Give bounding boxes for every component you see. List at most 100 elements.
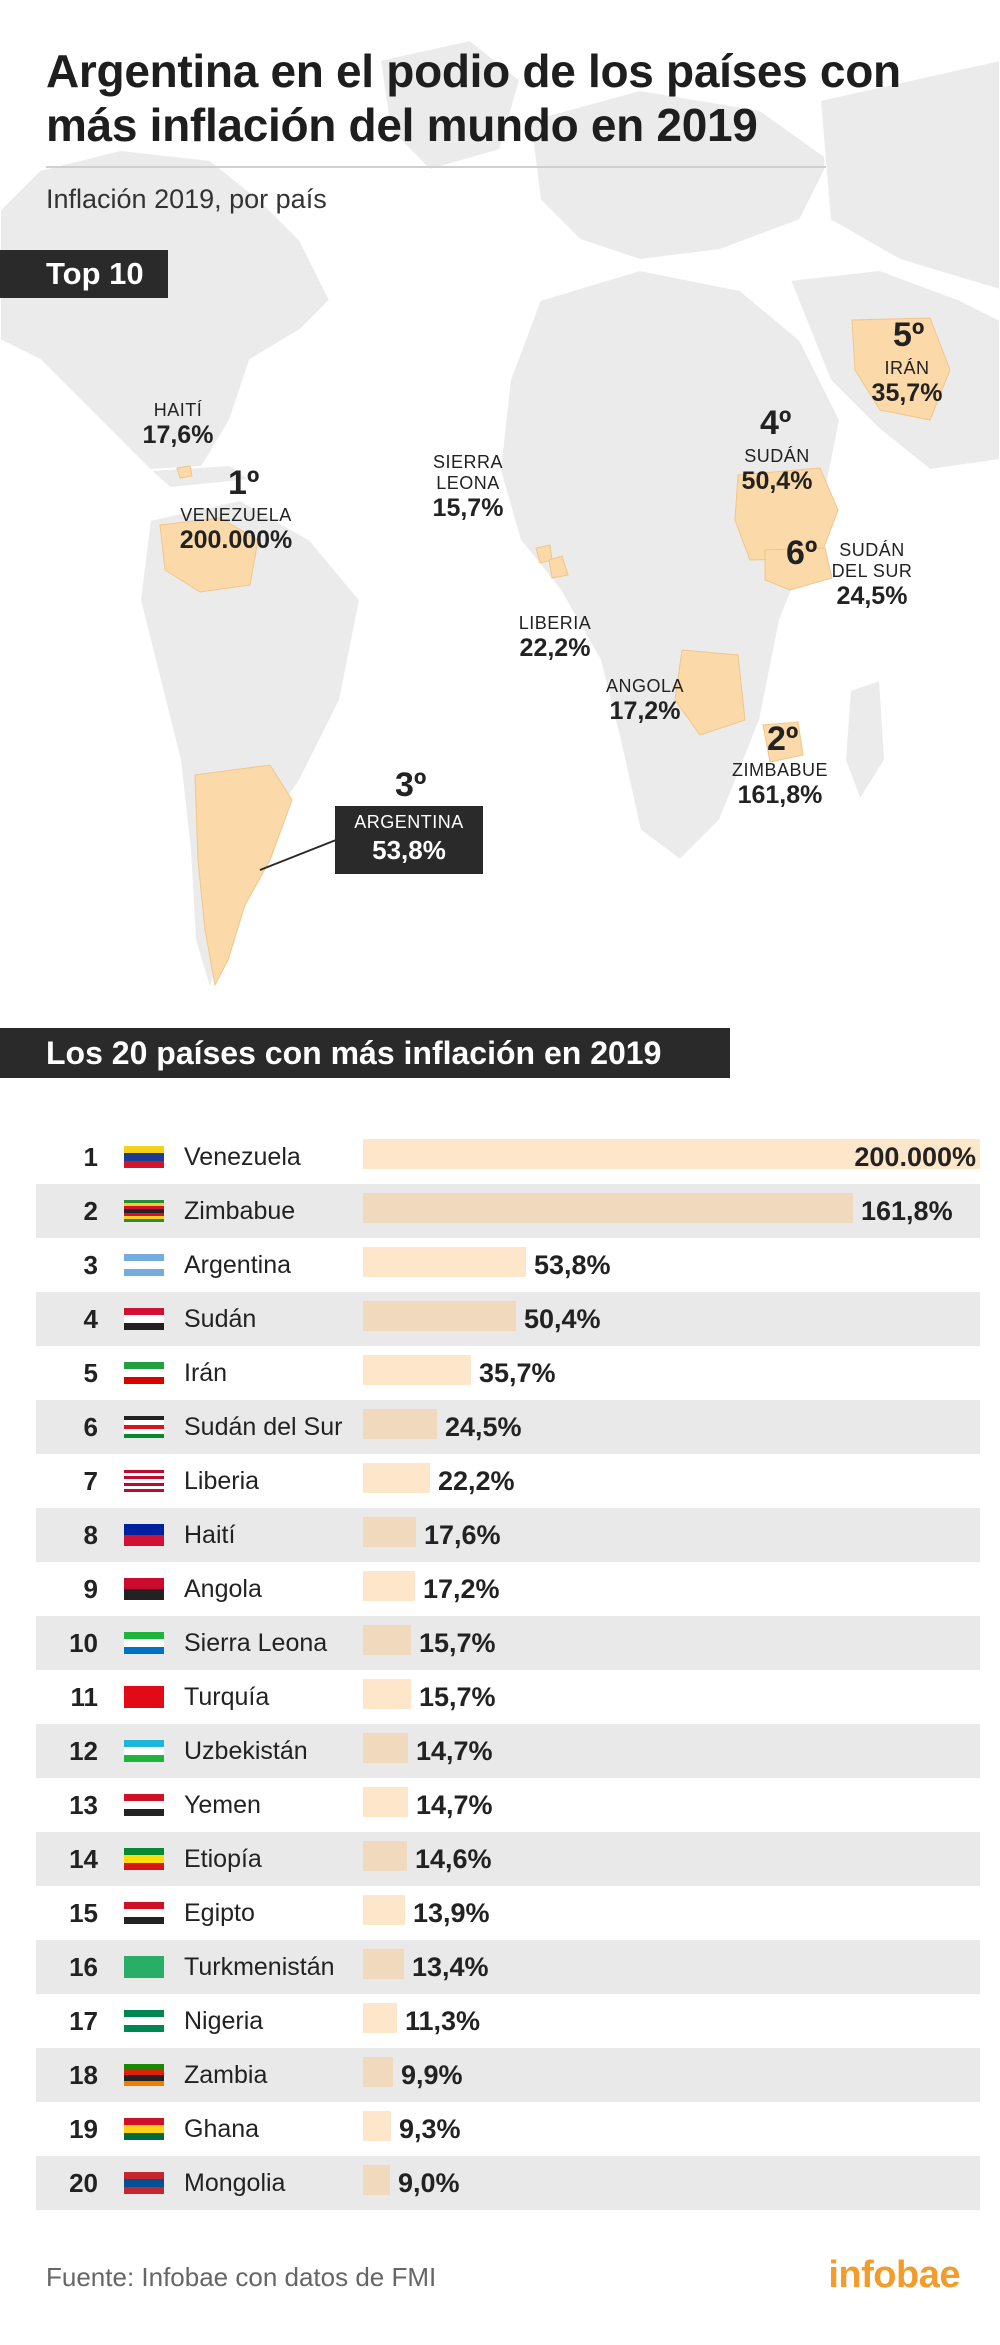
- map-label-country: IRÁN: [884, 358, 930, 378]
- table-row: 18 Zambia 9,9%: [36, 2048, 980, 2102]
- row-rank: 19: [69, 2113, 98, 2144]
- table-row: 8 Haití 17,6%: [36, 1508, 980, 1562]
- map-rank-sudan-sur: 6º: [786, 534, 818, 572]
- map-label-venezuela: VENEZUELA 200.000%: [166, 505, 306, 555]
- bar-value-label: 9,9%: [401, 2060, 463, 2090]
- bar-area: 11,3%: [363, 1994, 980, 2048]
- map-label-angola: ANGOLA 17,2%: [595, 676, 695, 726]
- map-rank-venezuela: 1º: [228, 464, 260, 502]
- bar-value-label: 200.000%: [854, 1142, 976, 1172]
- bar: [363, 1409, 437, 1439]
- row-country: Turkmenistán: [184, 1952, 335, 1981]
- table-row: 7 Liberia 22,2%: [36, 1454, 980, 1508]
- bar-area: 14,7%: [363, 1724, 980, 1778]
- map-label-country: SUDÁN: [839, 540, 905, 560]
- table-row: 5 Irán 35,7%: [36, 1346, 980, 1400]
- haiti-flag-icon: [124, 1524, 164, 1546]
- bar: [363, 1679, 411, 1709]
- bar: [363, 1571, 415, 1601]
- ghana-flag-icon: [124, 2118, 164, 2140]
- row-country: Sudán: [184, 1304, 257, 1333]
- map-label-country: ARGENTINA: [354, 812, 464, 832]
- row-country: Uzbekistán: [184, 1736, 308, 1765]
- row-rank: 20: [69, 2167, 98, 2198]
- bar-value-label: 11,3%: [405, 2006, 481, 2036]
- row-country: Sierra Leona: [184, 1628, 328, 1657]
- bar-area: 24,5%: [363, 1400, 980, 1454]
- greenland-shape: [378, 38, 522, 172]
- map-label-value: 50,4%: [741, 467, 813, 495]
- row-country: Turquía: [184, 1682, 270, 1711]
- north-america-shape: [0, 148, 332, 482]
- bar-area: 15,7%: [363, 1670, 980, 1724]
- row-rank: 17: [69, 2005, 98, 2036]
- iran-flag-icon: [124, 1362, 164, 1384]
- map-label-country: ZIMBABUE: [731, 760, 828, 780]
- liberia-flag-icon: [124, 1470, 164, 1492]
- map-label-country: DEL SUR: [831, 561, 913, 581]
- table-row: 13 Yemen 14,7%: [36, 1778, 980, 1832]
- table-row: 14 Etiopía 14,6%: [36, 1832, 980, 1886]
- map-label-value: 17,6%: [142, 421, 214, 449]
- table-row: 11 Turquía 15,7%: [36, 1670, 980, 1724]
- row-country: Angola: [184, 1574, 262, 1603]
- bar-value-label: 50,4%: [524, 1304, 601, 1334]
- map-label-country: SUDÁN: [744, 446, 810, 466]
- bar-area: 22,2%: [363, 1454, 980, 1508]
- row-country: Yemen: [184, 1790, 261, 1819]
- madagascar-shape: [843, 678, 887, 803]
- asia-shape: [818, 58, 1000, 292]
- list-tag: Los 20 países con más inflación en 2019: [0, 1028, 730, 1078]
- row-rank: 18: [69, 2059, 98, 2090]
- bar-area: 14,6%: [363, 1832, 980, 1886]
- bar-value-label: 13,4%: [412, 1952, 489, 1982]
- bar-value-label: 24,5%: [445, 1412, 522, 1442]
- bar-value-label: 14,7%: [416, 1790, 493, 1820]
- row-country: Etiopía: [184, 1844, 262, 1873]
- map-label-value: 24,5%: [836, 582, 908, 610]
- bar-value-label: 15,7%: [419, 1628, 496, 1658]
- map-label-country: LIBERIA: [518, 613, 592, 633]
- row-country: Mongolia: [184, 2168, 286, 2197]
- bar-value-label: 161,8%: [861, 1196, 953, 1226]
- table-row: 2 Zimbabue 161,8%: [36, 1184, 980, 1238]
- caribbean-shape: [147, 463, 253, 490]
- row-country: Ghana: [184, 2114, 260, 2143]
- map-label-argentina: ARGENTINA 53,8%: [335, 806, 483, 874]
- bar: [363, 1247, 526, 1277]
- map-label-sierra-leona: SIERRA LEONA 15,7%: [418, 452, 518, 523]
- map-label-sudan-sur: SUDÁN DEL SUR 24,5%: [822, 540, 922, 611]
- bar: [363, 1463, 430, 1493]
- bar-area: 161,8%: [363, 1184, 980, 1238]
- map-label-value: 22,2%: [519, 634, 591, 662]
- row-country: Liberia: [184, 1466, 260, 1495]
- row-country: Egipto: [184, 1898, 255, 1927]
- bar: [363, 1733, 408, 1763]
- venezuela-shape: [159, 517, 259, 593]
- bar: [363, 1517, 416, 1547]
- row-country: Irán: [184, 1358, 228, 1387]
- bar: [363, 2165, 390, 2195]
- venezuela-flag-icon: [124, 1146, 164, 1168]
- map-label-sudan: SUDÁN 50,4%: [727, 446, 827, 496]
- bar-value-label: 9,0%: [398, 2168, 460, 2198]
- row-rank: 3: [83, 1249, 98, 1280]
- table-row: 17 Nigeria 11,3%: [36, 1994, 980, 2048]
- bar-value-label: 13,9%: [413, 1898, 490, 1928]
- bar-value-label: 14,6%: [415, 1844, 492, 1874]
- turkmenistan-flag-icon: [124, 1956, 164, 1978]
- turquia-flag-icon: [124, 1686, 164, 1708]
- table-row: 3 Argentina 53,8%: [36, 1238, 980, 1292]
- bar-value-label: 17,2%: [423, 1574, 500, 1604]
- top10-tag: Top 10: [0, 250, 168, 298]
- bar: [363, 1841, 407, 1871]
- map-label-zimbabue: ZIMBABUE 161,8%: [722, 760, 838, 810]
- zambia-flag-icon: [124, 2064, 164, 2086]
- uzbekistan-flag-icon: [124, 1740, 164, 1762]
- bar-area: 53,8%: [363, 1238, 980, 1292]
- bar-value-label: 9,3%: [399, 2114, 461, 2144]
- subtitle: Inflación 2019, por país: [46, 184, 327, 214]
- map-rank-sudan: 4º: [760, 404, 792, 442]
- row-rank: 9: [83, 1573, 98, 1604]
- bar-value-label: 14,7%: [416, 1736, 493, 1766]
